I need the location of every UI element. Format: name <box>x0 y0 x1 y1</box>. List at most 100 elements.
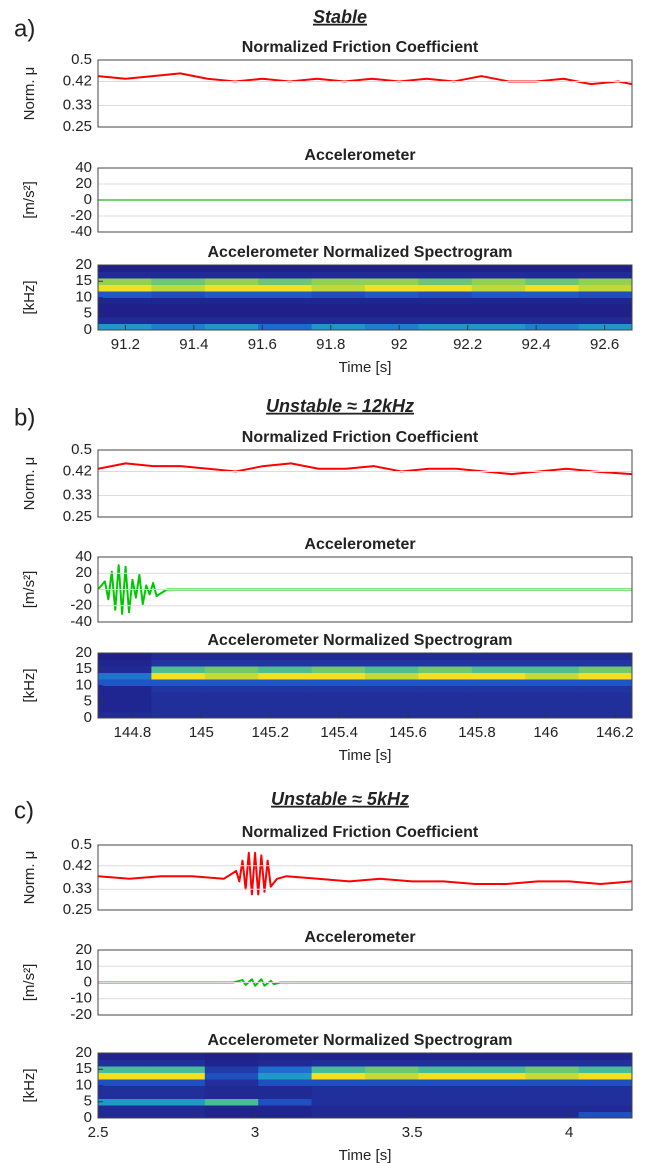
spectrogram-cell <box>151 672 206 680</box>
spectrogram-cell <box>471 1105 526 1112</box>
panel-label: b) <box>14 404 35 431</box>
spectrogram-cell <box>258 317 313 324</box>
spectrogram-cell <box>311 672 366 680</box>
spectrogram-cell <box>525 692 580 699</box>
spectrogram-cell <box>365 304 419 311</box>
chart-title: Accelerometer <box>304 147 415 164</box>
spectrogram-cell <box>98 679 152 686</box>
panel-title: Stable <box>313 7 367 27</box>
y-axis-label: [m/s²] <box>21 964 38 1002</box>
spectrogram-cell <box>204 317 259 324</box>
spectrogram-cell <box>365 705 419 712</box>
spectrogram-cell <box>151 323 206 330</box>
spectrogram-cell <box>258 705 313 712</box>
spectrogram-cell <box>258 679 313 686</box>
spectrogram-cell <box>258 711 313 718</box>
y-tick-label: 20 <box>75 175 92 192</box>
x-tick-label: 92 <box>391 336 408 353</box>
y-tick-label: 5 <box>84 693 92 710</box>
spectrogram-cell <box>471 1085 526 1093</box>
y-tick-label: 0 <box>84 973 92 990</box>
spectrogram-cell <box>578 284 632 292</box>
spectrogram-cell <box>365 1059 419 1067</box>
spectrogram-cell <box>311 1072 366 1080</box>
spectrogram-cell <box>418 705 473 712</box>
spectrogram-cell <box>418 317 473 324</box>
axes-frame <box>97 59 633 128</box>
axes-frame <box>97 167 633 233</box>
spectrogram-cell <box>525 297 580 305</box>
spectrogram-cell <box>418 310 473 318</box>
spectrogram-cell <box>365 1085 419 1093</box>
spectrogram-cell <box>471 1053 526 1060</box>
spectrogram-cell <box>471 1066 526 1073</box>
panel-label: c) <box>14 797 34 824</box>
spectrogram-cell <box>258 1059 313 1067</box>
x-tick-label: 91.8 <box>316 336 345 353</box>
spectrogram-cell <box>151 1085 206 1093</box>
spectrogram-cell <box>365 698 419 706</box>
x-tick-label: 145 <box>189 724 214 741</box>
chart-title: Accelerometer Normalized Spectrogram <box>208 1032 513 1049</box>
spectrogram-cell <box>365 278 419 285</box>
spectrogram-cell <box>418 672 473 680</box>
y-tick-label: -20 <box>70 597 92 614</box>
spectrogram-cell <box>204 1066 259 1073</box>
spectrogram-cell <box>471 653 526 660</box>
spectrogram-cell <box>311 692 366 699</box>
y-tick-label: 40 <box>75 159 92 176</box>
spectrogram-cell <box>578 1059 632 1067</box>
spectrogram-cell <box>98 304 152 311</box>
spectrogram-cell <box>311 323 366 330</box>
spectrogram-cell <box>311 271 366 279</box>
spectrogram-cell <box>258 666 313 673</box>
spectrogram-cell <box>418 1072 473 1080</box>
spectrogram-cell <box>98 666 152 673</box>
spectrogram-cell <box>418 1111 473 1118</box>
spectrogram-cell <box>525 1079 580 1086</box>
spectrogram-cell <box>471 672 526 680</box>
y-tick-label: 15 <box>75 1060 92 1077</box>
spectrogram-cell <box>151 659 206 667</box>
plot-area <box>98 72 632 86</box>
y-tick-label: 5 <box>84 1093 92 1110</box>
spectrogram-cell <box>151 297 206 305</box>
spectrogram-cell <box>258 310 313 318</box>
spectrogram-cell <box>258 1072 313 1080</box>
spectrogram-cell <box>311 1085 366 1093</box>
y-tick-label: 0.42 <box>63 857 92 874</box>
y-tick-label: 15 <box>75 660 92 677</box>
spectrogram-cell <box>418 679 473 686</box>
spectrogram-cell <box>578 1098 632 1106</box>
spectrogram-cell <box>258 1098 313 1106</box>
spectrogram-cell <box>471 1059 526 1067</box>
spectrogram-cell <box>258 284 313 292</box>
spectrogram-cell <box>258 271 313 279</box>
x-tick-label: 146.2 <box>596 724 634 741</box>
spectrogram-cell <box>471 317 526 324</box>
spectrogram-cell <box>418 1092 473 1099</box>
spectrogram-cell <box>204 1111 259 1118</box>
spectrogram-cell <box>578 1072 632 1080</box>
spectrogram-cell <box>151 1059 206 1067</box>
spectrogram-cell <box>365 1105 419 1112</box>
spectrogram-cell <box>365 284 419 292</box>
spectrogram-cell <box>365 271 419 279</box>
spectrogram-cell <box>151 698 206 706</box>
y-tick-label: 0 <box>84 1109 92 1126</box>
spectrogram-cell <box>258 692 313 699</box>
spectrogram-cell <box>204 271 259 279</box>
spectrogram-cell <box>151 1105 206 1112</box>
spectrogram-cell <box>204 265 259 272</box>
x-tick-label: 91.2 <box>111 336 140 353</box>
spectrogram-cell <box>365 685 419 693</box>
x-tick-label: 92.2 <box>453 336 482 353</box>
chart-title: Normalized Friction Coefficient <box>242 39 479 56</box>
spectrogram-cell <box>258 1085 313 1093</box>
spectrogram-cell <box>204 698 259 706</box>
spectrogram-cell <box>578 1092 632 1099</box>
spectrogram-cell <box>151 1111 206 1118</box>
spectrogram-cell <box>365 323 419 330</box>
x-tick-label: 91.4 <box>179 336 208 353</box>
spectrogram-cell <box>98 284 152 292</box>
